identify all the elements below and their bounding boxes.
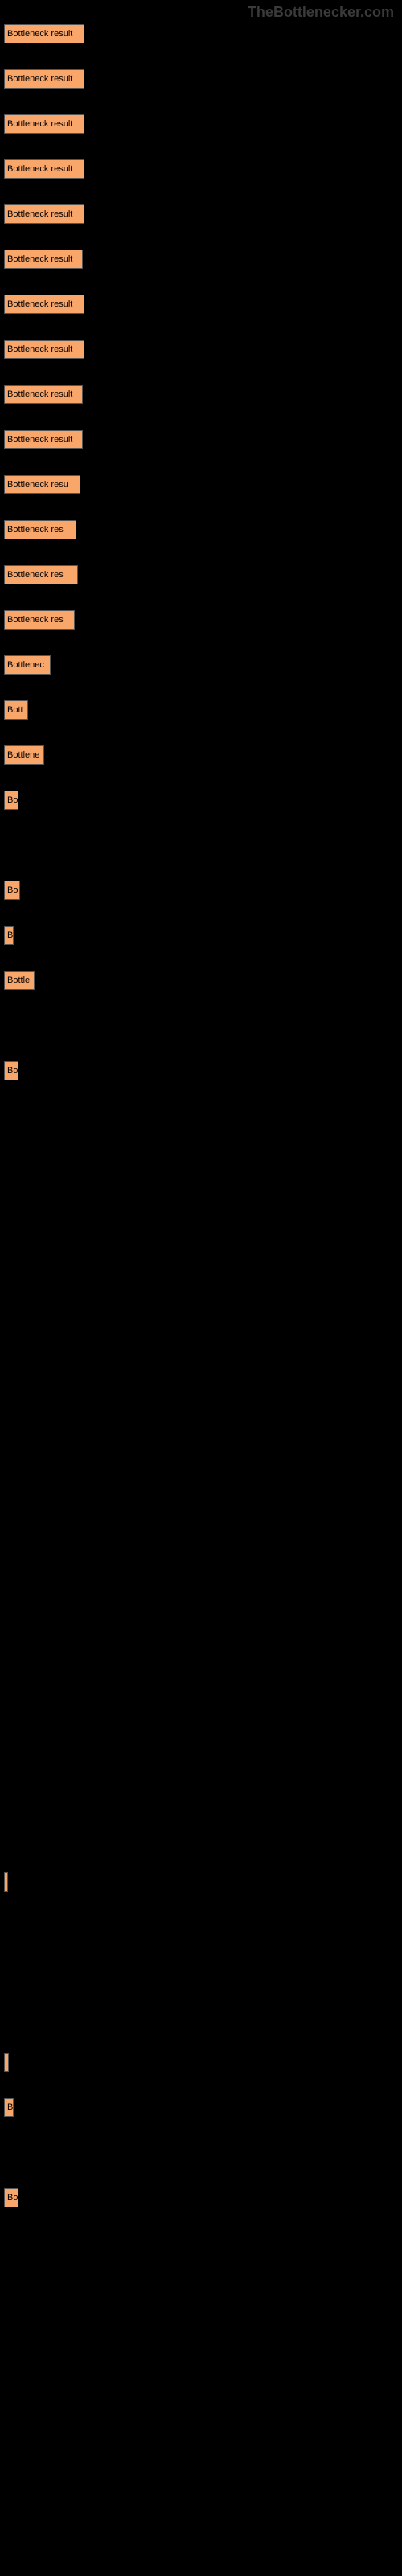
bar-row — [4, 1422, 402, 1441]
bar-row: Bottleneck result — [4, 385, 402, 404]
bar: B — [4, 2098, 14, 2117]
bar: Bottleneck result — [4, 114, 84, 134]
bar-row: Bo — [4, 1061, 402, 1080]
bar-row — [4, 1241, 402, 1261]
bar-row: Bottlenec — [4, 655, 402, 675]
bar: Bo — [4, 2188, 18, 2207]
bar-row — [4, 1016, 402, 1035]
bar-row — [4, 1692, 402, 1711]
bar-row — [4, 836, 402, 855]
bar-row: Bottleneck result — [4, 295, 402, 314]
bar-row — [4, 1151, 402, 1170]
bar-row — [4, 1602, 402, 1621]
bar: Bottleneck result — [4, 250, 83, 269]
bar-chart: Bottleneck result Bottleneck result Bottle… — [0, 0, 402, 2207]
bar-row — [4, 1331, 402, 1351]
bar: Bottleneck res — [4, 565, 78, 584]
bar: Bo — [4, 1061, 18, 1080]
bar-row: Bottleneck result — [4, 159, 402, 179]
watermark-text: TheBottlenecker.com — [248, 4, 394, 21]
bar-row — [4, 2143, 402, 2162]
bar-row — [4, 1737, 402, 1757]
bar-row — [4, 1872, 402, 1892]
bar-row — [4, 1918, 402, 1937]
bar-row — [4, 1647, 402, 1666]
bar-row — [4, 1196, 402, 1216]
bar — [4, 1872, 8, 1892]
bar: Bottleneck result — [4, 385, 83, 404]
bar: Bo — [4, 881, 20, 900]
bar: Bottleneck res — [4, 610, 75, 630]
bar-row: Bottleneck res — [4, 610, 402, 630]
bar-row: B — [4, 2098, 402, 2117]
bar-row: Bottleneck result — [4, 340, 402, 359]
bar: Bottlene — [4, 745, 44, 765]
bar: Bottleneck result — [4, 204, 84, 224]
bar-row: Bottleneck result — [4, 430, 402, 449]
bar-row — [4, 1377, 402, 1396]
bar-row: Bottleneck resu — [4, 475, 402, 494]
bar-row: Bottlene — [4, 745, 402, 765]
bar-row: Bott — [4, 700, 402, 720]
bar: Bottleneck resu — [4, 475, 80, 494]
bar-row: Bottleneck result — [4, 250, 402, 269]
bar-row — [4, 1557, 402, 1576]
bar-row: Bottleneck res — [4, 520, 402, 539]
bar-row — [4, 2053, 402, 2072]
bar-row: Bottleneck res — [4, 565, 402, 584]
bar-row: Bottleneck result — [4, 114, 402, 134]
bar: Bottlenec — [4, 655, 51, 675]
bar: Bottleneck result — [4, 295, 84, 314]
bar: Bottleneck res — [4, 520, 76, 539]
bar — [4, 2053, 9, 2072]
bar-row: Bottle — [4, 971, 402, 990]
bar-row: Bottleneck result — [4, 204, 402, 224]
bar: Bott — [4, 700, 28, 720]
bar-row — [4, 1467, 402, 1486]
bar-row — [4, 2008, 402, 2027]
bar-row — [4, 1106, 402, 1125]
bar: Bottleneck result — [4, 159, 84, 179]
bar: Bottleneck result — [4, 24, 84, 43]
bar: Bottle — [4, 971, 35, 990]
bar-row: Bottleneck result — [4, 69, 402, 89]
bar-row: B — [4, 926, 402, 945]
bar-row: Bo — [4, 791, 402, 810]
bar-row — [4, 1512, 402, 1531]
bar-row — [4, 1782, 402, 1802]
bar: B — [4, 926, 14, 945]
bar-row: Bo — [4, 881, 402, 900]
bar: Bottleneck result — [4, 69, 84, 89]
bar: Bo — [4, 791, 18, 810]
bar-row: Bottleneck result — [4, 24, 402, 43]
bar: Bottleneck result — [4, 340, 84, 359]
bar-row — [4, 1286, 402, 1306]
bar: Bottleneck result — [4, 430, 83, 449]
bar-row — [4, 1827, 402, 1847]
bar-row — [4, 1963, 402, 1982]
bar-row: Bo — [4, 2188, 402, 2207]
